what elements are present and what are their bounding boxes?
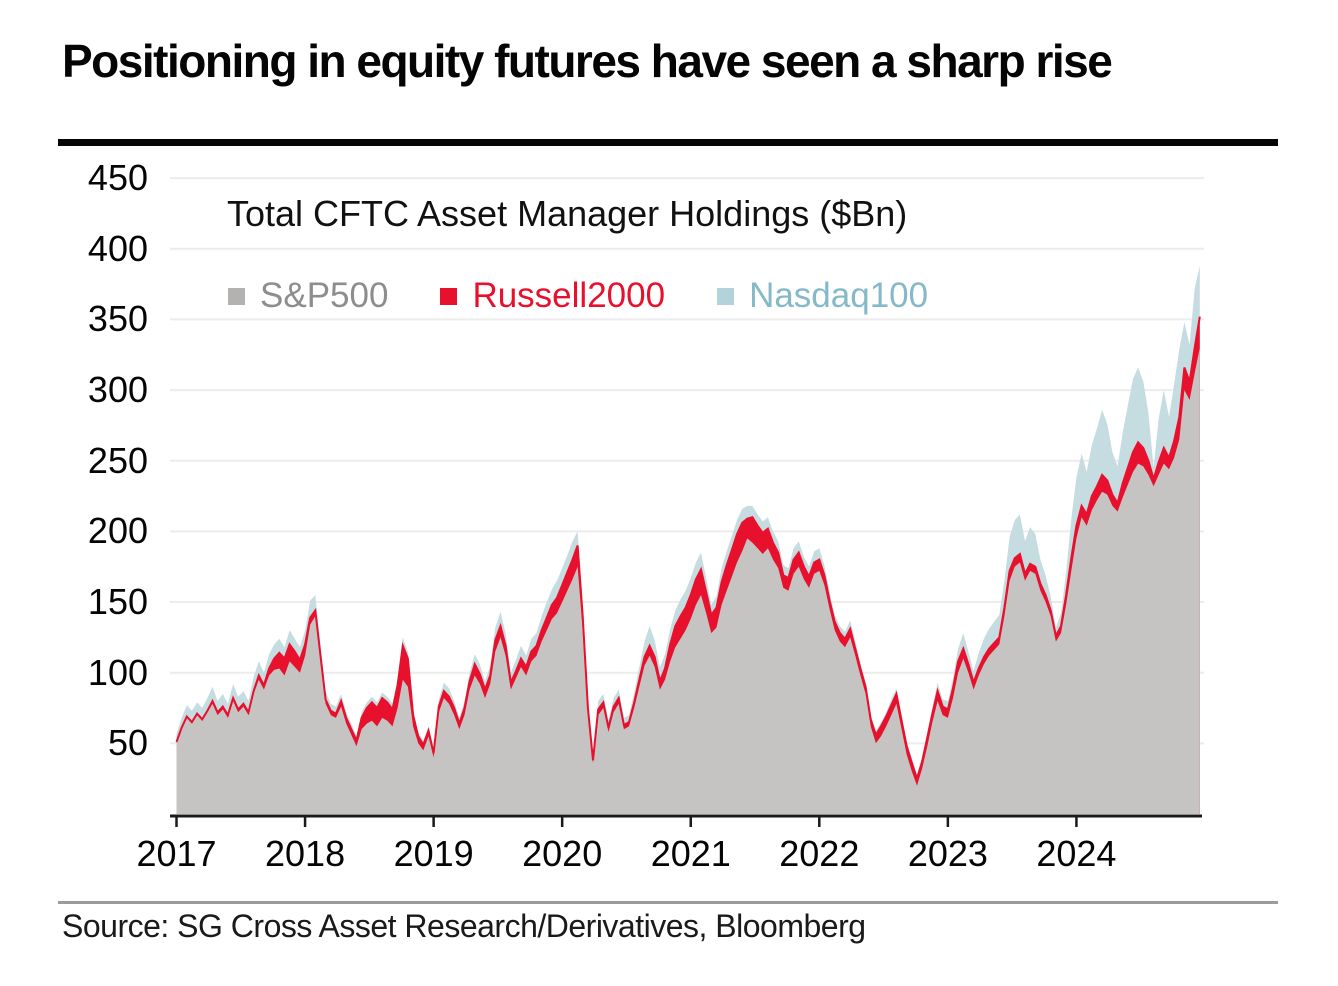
nasdaq100-swatch-icon bbox=[717, 287, 735, 305]
top-divider bbox=[58, 139, 1278, 146]
x-tick-label: 2021 bbox=[650, 833, 731, 874]
legend-label-sp500: S&P500 bbox=[260, 276, 389, 315]
y-tick-label: 350 bbox=[87, 298, 148, 340]
y-tick-label: 100 bbox=[87, 651, 148, 693]
x-tick-label: 2020 bbox=[522, 833, 603, 874]
x-tick-label: 2018 bbox=[265, 833, 346, 874]
legend-item-sp500: S&P500 bbox=[228, 276, 388, 316]
y-tick-label: 50 bbox=[107, 722, 148, 764]
x-axis bbox=[170, 814, 1202, 827]
sp500-area bbox=[176, 347, 1200, 814]
y-tick-label: 400 bbox=[87, 227, 148, 269]
x-tick-label: 2024 bbox=[1036, 833, 1117, 874]
x-tick-label: 2023 bbox=[907, 833, 988, 874]
x-tick-label: 2017 bbox=[136, 833, 217, 874]
chart-title: Total CFTC Asset Manager Holdings ($Bn) bbox=[227, 193, 908, 234]
y-tick-label: 450 bbox=[87, 157, 148, 199]
y-tick-label: 150 bbox=[87, 581, 148, 623]
legend-label-nasdaq100: Nasdaq100 bbox=[749, 276, 929, 315]
y-tick-label: 200 bbox=[87, 510, 148, 552]
legend-item-russell2000: Russell2000 bbox=[440, 276, 665, 316]
legend-item-nasdaq100: Nasdaq100 bbox=[717, 276, 928, 316]
sp500-swatch-icon bbox=[228, 287, 245, 305]
x-tick-label: 2022 bbox=[779, 833, 860, 874]
x-tick-label: 2019 bbox=[393, 833, 474, 874]
russell2000-top-line bbox=[175, 316, 1201, 783]
bottom-divider bbox=[58, 901, 1278, 904]
legend: S&P500 Russell2000 Nasdaq100 bbox=[228, 276, 928, 316]
y-tick-label: 250 bbox=[87, 439, 148, 481]
source-note: Source: SG Cross Asset Research/Derivati… bbox=[62, 908, 866, 944]
page-title: Positioning in equity futures have seen … bbox=[62, 35, 1113, 87]
y-tick-label: 300 bbox=[87, 369, 148, 411]
russell2000-swatch-icon bbox=[440, 287, 458, 305]
legend-label-russell2000: Russell2000 bbox=[472, 276, 666, 315]
chart-areas bbox=[175, 265, 1201, 814]
